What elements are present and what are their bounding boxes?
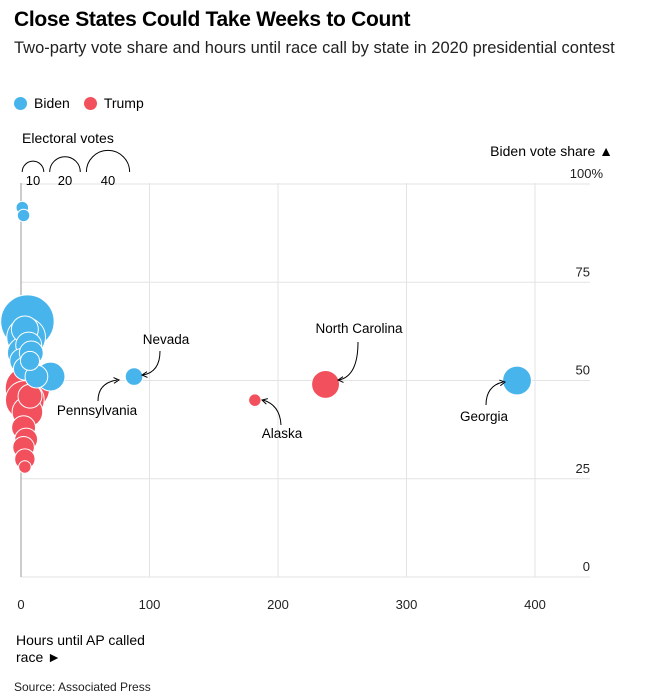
legend-item-biden: Biden	[14, 95, 70, 111]
annotation-nevada: Nevada	[143, 332, 190, 347]
color-legend: Biden Trump	[14, 95, 158, 111]
y-tick-label: 50	[576, 363, 590, 378]
trump-state-point	[248, 393, 262, 407]
georgia-arrowhead	[499, 379, 507, 387]
size-legend-title: Electoral votes	[22, 130, 114, 146]
biden-state-point	[124, 367, 144, 386]
annotation-pennsylvania: Pennsylvania	[57, 403, 138, 418]
x-tick-label: 400	[524, 597, 546, 612]
trump-state-point	[311, 369, 340, 399]
size-legend-arc	[21, 160, 45, 173]
x-axis-label: Hours until AP called race ►	[16, 632, 145, 665]
y-axis-label: Biden vote share ▲	[490, 143, 613, 159]
legend-label-biden: Biden	[34, 95, 70, 111]
legend-swatch-trump	[83, 96, 97, 110]
source-note: Source: Associated Press	[14, 680, 151, 694]
georgia-arrow	[485, 381, 504, 406]
x-tick-label: 0	[17, 597, 24, 612]
y-tick-label: 0	[583, 559, 590, 574]
pennsylvania-arrow	[97, 379, 118, 402]
annotation-georgia: Georgia	[460, 409, 509, 424]
north-carolina-arrowhead	[336, 376, 344, 383]
pennsylvania-arrowhead	[113, 377, 121, 384]
y-tick-label: 75	[576, 264, 590, 279]
north-carolina-arrow	[338, 341, 359, 381]
x-tick-label: 200	[267, 597, 289, 612]
annotation-north-carolina: North Carolina	[315, 321, 403, 336]
size-legend-arc	[85, 149, 131, 173]
alaska-arrowhead	[260, 398, 268, 405]
legend-item-trump: Trump	[83, 95, 144, 111]
x-tick-label: 100	[139, 597, 161, 612]
biden-state-point	[19, 350, 41, 371]
biden-state-point	[16, 208, 31, 223]
chart-title: Close States Could Take Weeks to Count	[14, 8, 411, 31]
trump-state-point	[18, 460, 32, 474]
y-tick-label: 25	[576, 461, 590, 476]
legend-label-trump: Trump	[103, 95, 144, 111]
size-legend-value: 40	[101, 173, 115, 188]
nevada-arrowhead	[140, 371, 148, 378]
size-legend-value: 10	[26, 173, 40, 188]
y-tick-label: 100%	[570, 166, 604, 181]
legend-swatch-biden	[14, 96, 27, 110]
size-legend-arc	[49, 156, 81, 173]
size-legend-value: 20	[58, 173, 72, 188]
alaska-arrow	[262, 399, 282, 426]
x-tick-label: 300	[396, 597, 418, 612]
annotation-alaska: Alaska	[262, 426, 303, 441]
biden-state-point	[502, 365, 532, 396]
nevada-arrow	[142, 350, 161, 376]
chart-subtitle: Two-party vote share and hours until rac…	[14, 39, 615, 57]
